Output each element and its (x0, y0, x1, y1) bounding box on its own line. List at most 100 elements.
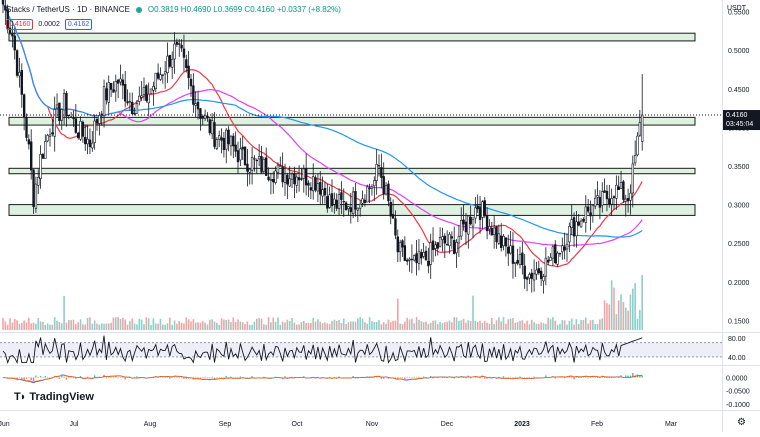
candle-body (314, 177, 317, 191)
macd-histogram-bar (11, 377, 14, 379)
candle-body (168, 54, 172, 67)
volume-bar (418, 319, 420, 330)
macd-histogram-bar (56, 377, 58, 378)
macd-histogram-bar (206, 377, 209, 378)
candle-body (175, 41, 179, 45)
macd-histogram-bar (86, 376, 89, 378)
volume-bar (453, 317, 455, 330)
macd-tick-label: 0.0000 (726, 376, 748, 383)
volume-bar (119, 319, 122, 330)
volume-bar (115, 317, 117, 330)
candle-body (537, 268, 541, 274)
candle-body (236, 150, 240, 163)
volume-bar (448, 320, 451, 330)
macd-histogram-bar (176, 377, 178, 378)
candle-body (293, 173, 296, 185)
volume-bar (256, 318, 258, 330)
sell-price-tag[interactable]: 0.4160 (6, 19, 34, 30)
macd-histogram-bar (253, 377, 256, 378)
macd-histogram-bar (18, 377, 21, 378)
volume-bar (413, 323, 416, 330)
volume-bar (89, 317, 91, 330)
candle-body (149, 88, 153, 94)
macd-histogram-bar (406, 377, 408, 379)
volume-bar (528, 324, 531, 330)
price-tick-label: 0.1500 (728, 318, 750, 325)
candle-body (603, 190, 606, 193)
macd-histogram-bar (75, 377, 77, 379)
candle-body (72, 117, 75, 120)
candle-body (380, 167, 383, 178)
macd-histogram-bar (589, 377, 592, 378)
macd-histogram-bar (317, 376, 319, 378)
candle-body (11, 33, 14, 37)
candle-body (631, 163, 635, 194)
candle-body (551, 246, 555, 259)
symbol-title[interactable]: Stacks / TetherUS · 1D · BINANCE (6, 5, 130, 14)
candle-body (20, 70, 23, 95)
volume-bar (18, 323, 21, 330)
candle-body (518, 254, 522, 265)
candle-body (288, 178, 291, 187)
rsi-line (2, 335, 643, 365)
volume-bar (601, 318, 604, 330)
settings-gear-icon[interactable]: ⚙ (737, 417, 746, 428)
buy-price-tag[interactable]: 0.4162 (64, 19, 93, 30)
macd-histogram-bar (378, 377, 380, 378)
macd-histogram-bar (477, 377, 479, 378)
macd-histogram-bar (545, 375, 547, 378)
volume-bar (166, 323, 169, 330)
volume-bar (44, 324, 47, 330)
volume-bar (350, 321, 352, 330)
volume-bar (58, 322, 61, 330)
candle-body (84, 136, 87, 145)
volume-bar (42, 321, 44, 330)
candle-body (250, 157, 254, 171)
candle-body (471, 218, 475, 227)
candle-body (131, 101, 134, 115)
candle-body (523, 265, 526, 279)
candle-body (307, 182, 310, 186)
candle-body (91, 142, 94, 149)
macd-histogram-bar (632, 372, 634, 378)
candle-body (326, 196, 329, 209)
volume-bar (613, 287, 615, 330)
volume-bar (218, 324, 220, 330)
macd-histogram-bar (105, 377, 108, 379)
candle-body (615, 184, 618, 199)
candle-body (290, 173, 294, 180)
candle-body (196, 101, 200, 110)
candle-body (128, 101, 132, 103)
macd-histogram-bar (169, 377, 171, 379)
candle-body (441, 236, 444, 240)
candle-body (163, 71, 167, 75)
tradingview-logo[interactable]: T◗ TradingView (14, 391, 94, 403)
volume-bar (246, 321, 249, 330)
volume-bar (561, 320, 564, 330)
candle-body (420, 252, 423, 259)
macd-histogram-bar (533, 376, 535, 378)
price-tick-label: 0.2000 (728, 280, 750, 287)
volume-bar (25, 322, 28, 330)
candle-body (311, 176, 315, 192)
volume-bar (436, 323, 439, 330)
candle-body (330, 193, 334, 207)
candle-body (100, 113, 103, 115)
volume-bar (154, 323, 157, 330)
macd-histogram-bar (484, 377, 486, 379)
candle-body (267, 176, 270, 180)
candle-body (1, 0, 5, 5)
candle-body (629, 192, 632, 201)
candle-body (98, 115, 101, 124)
macd-histogram-bar (230, 376, 232, 378)
candle-body (445, 244, 449, 246)
candle-body (32, 169, 35, 207)
ohlc-values: O0.3819 H0.4690 L0.3699 C0.4160 +0.0337 … (147, 5, 341, 14)
volume-bar (474, 320, 477, 330)
currency-selector[interactable]: USDT (726, 5, 746, 12)
volume-bar (624, 307, 627, 330)
time-tick-label: Sep (219, 421, 232, 428)
candle-body (542, 276, 545, 282)
